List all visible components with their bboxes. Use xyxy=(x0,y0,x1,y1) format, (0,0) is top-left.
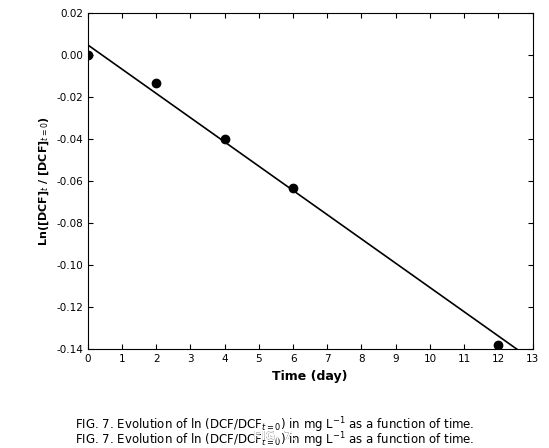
Point xyxy=(152,79,161,86)
Text: FIG. 7.: FIG. 7. xyxy=(253,430,296,443)
Point xyxy=(83,52,92,59)
Point xyxy=(220,136,229,143)
Text: FIG. 7. Evolution of ln (DCF/DCF$_{t=0}$) in mg L$^{-1}$ as a function of time.: FIG. 7. Evolution of ln (DCF/DCF$_{t=0}$… xyxy=(75,415,474,435)
Text: FIG. 7. Evolution of ln (DCF/DCF$_{t=0}$) in mg L$^{-1}$ as a function of time.: FIG. 7. Evolution of ln (DCF/DCF$_{t=0}$… xyxy=(75,430,474,448)
Y-axis label: Ln([DCF]$_t$ / [DCF]$_{t=0}$): Ln([DCF]$_t$ / [DCF]$_{t=0}$) xyxy=(37,116,51,246)
Point xyxy=(494,342,503,349)
Point xyxy=(289,184,298,191)
Text: FIG. 7.: FIG. 7. xyxy=(253,430,296,443)
X-axis label: Time (day): Time (day) xyxy=(272,370,348,383)
